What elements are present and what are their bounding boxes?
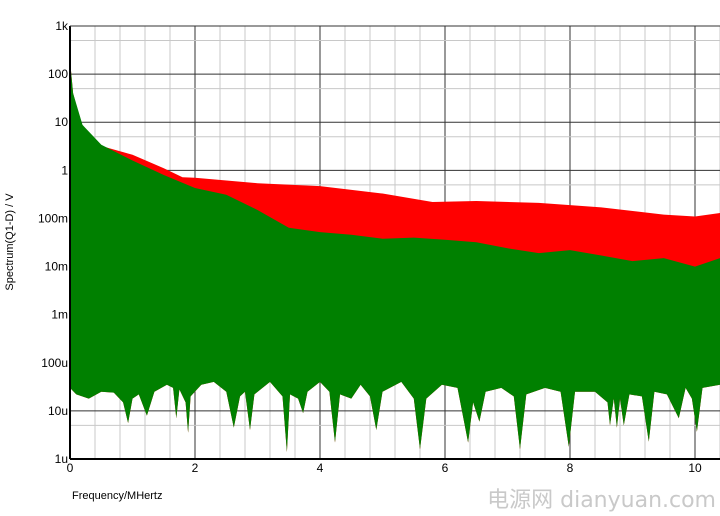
x-tick-label: 2 bbox=[192, 461, 199, 475]
watermark: 电源网 dianyuan.com bbox=[487, 488, 716, 513]
y-tick-label: 100 bbox=[48, 67, 68, 81]
y-tick-label: 10u bbox=[48, 404, 68, 418]
x-tick-label: 0 bbox=[67, 461, 74, 475]
y-tick-label: 1k bbox=[55, 19, 69, 33]
x-tick-label: 10 bbox=[688, 461, 702, 475]
y-tick-label: 1m bbox=[51, 308, 68, 322]
y-tick-label: 1u bbox=[55, 452, 68, 466]
y-tick-label: 1 bbox=[61, 163, 68, 177]
x-tick-label: 8 bbox=[567, 461, 574, 475]
axes bbox=[69, 25, 720, 460]
y-tick-label: 100m bbox=[38, 211, 68, 225]
x-tick-label: 6 bbox=[442, 461, 449, 475]
y-tick-label: 10m bbox=[45, 260, 68, 274]
x-tick-label: 4 bbox=[317, 461, 324, 475]
tick-labels: 0 2 4 6 8 10 1k 100 10 1 100m 10m 1m 100u 10u 1u bbox=[38, 19, 702, 475]
y-axis-label: Spectrum(Q1-D) / V bbox=[4, 193, 16, 291]
series-green-area bbox=[70, 60, 720, 452]
x-axis-label: Frequency/MHertz bbox=[72, 490, 162, 502]
y-tick-label: 100u bbox=[41, 356, 68, 370]
y-tick-label: 10 bbox=[55, 115, 69, 129]
plot-areas bbox=[70, 60, 720, 452]
